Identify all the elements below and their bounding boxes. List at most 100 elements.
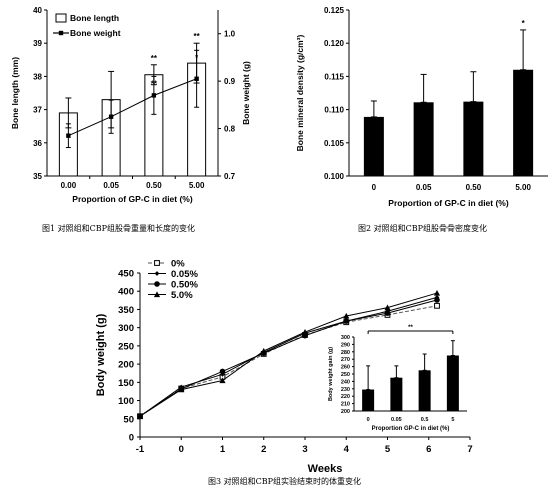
fig1-point-bone-weight	[66, 133, 71, 138]
fig1-y-tick-label: 36	[33, 139, 42, 148]
fig3-y-tick-label: 0	[129, 433, 134, 444]
fig1-y-axis-title: Bone length (mm)	[10, 57, 20, 129]
fig2-y-tick-label: 0.115	[324, 72, 344, 81]
fig3-point-series	[219, 368, 226, 375]
fig3-y-tick-label: 250	[118, 341, 134, 352]
figure1-caption: 图1 对照组和CBP组股骨重量和长度的变化	[42, 224, 196, 233]
fig3-legend-label: 0%	[171, 259, 185, 270]
fig3-y-axis-title: Body weight (g)	[95, 313, 107, 396]
inset-y-tick-label: 230	[341, 387, 350, 393]
inset-y-axis-title: Body weight gain (g)	[328, 347, 334, 401]
fig3-y-tick-label: 400	[118, 287, 134, 298]
fig3-point-series	[434, 302, 440, 309]
fig1-bar-significance: **	[151, 54, 158, 63]
fig1-y-tick-label: 38	[33, 72, 42, 81]
fig3-point-series	[136, 413, 144, 419]
fig3-x-tick-label: -1	[136, 444, 145, 455]
fig1-y2-axis-title: Bone weight (g)	[241, 61, 251, 125]
fig1-y-tick-label: 39	[33, 39, 42, 48]
fig3-x-tick-label: 1	[220, 444, 226, 455]
inset-bar-weight-gain	[446, 355, 459, 411]
fig2-y-tick-label: 0.105	[324, 139, 345, 148]
fig1-y-tick-label: 37	[33, 106, 42, 115]
fig3-y-tick-label: 350	[118, 305, 134, 316]
fig2-x-tick-label: 0.50	[466, 183, 482, 192]
fig3-legend-swatch-marker	[154, 271, 160, 276]
fig1-x-axis-title: Proportion of GP-C in diet (%)	[72, 194, 193, 204]
inset-y-tick-label: 300	[341, 335, 350, 341]
fig3-x-tick-label: 0	[179, 444, 184, 455]
fig3-y-tick-label: 50	[123, 414, 134, 425]
inset-x-tick-label: 0.05	[391, 417, 402, 423]
fig2-bar-significance: *	[522, 19, 526, 28]
fig3-line-series	[139, 296, 438, 417]
fig3-point-series	[219, 377, 226, 384]
fig1-legend-label-length: Bone length	[70, 13, 119, 23]
inset-y-tick-label: 220	[341, 394, 350, 400]
figure3-caption: 图3 对照组和CBP组实验结束时的体重变化	[208, 477, 362, 486]
inset-bar-weight-gain	[362, 389, 375, 411]
inset-y-tick-label: 210	[341, 402, 350, 408]
fig2-x-tick-label: 0	[372, 183, 377, 192]
fig3-point-series	[301, 328, 309, 335]
fig1-x-tick-label: 0.00	[61, 181, 77, 190]
figure2-caption: 图2 对照组和CBP组股骨骨密度变化	[358, 224, 488, 233]
fig3-legend-label: 0.50%	[171, 280, 198, 291]
fig3-point-series	[220, 371, 225, 377]
fig1-y2-tick-label: 0.9	[224, 77, 236, 86]
fig3-x-tick-label: 6	[426, 444, 431, 455]
fig1-legend-swatch-marker	[58, 30, 64, 36]
fig2-y-tick-label: 0.120	[324, 39, 345, 48]
inset-y-tick-label: 270	[341, 357, 350, 363]
inset-x-tick-label: 5	[451, 417, 454, 423]
fig2-bar-density	[363, 116, 384, 176]
fig1-line-significance: **	[151, 79, 158, 88]
fig3-legend-label: 0.05%	[171, 269, 198, 280]
fig1-point-bone-weight	[151, 93, 157, 98]
fig2-y-tick-label: 0.100	[324, 172, 345, 181]
inset-y-tick-label: 240	[341, 379, 350, 385]
fig3-point-series	[384, 310, 391, 316]
fig3-y-tick-label: 300	[118, 323, 134, 334]
fig1-y2-tick-label: 0.8	[224, 125, 236, 134]
fig2-x-tick-label: 0.05	[416, 183, 432, 192]
fig1-x-tick-label: 5.00	[189, 181, 205, 190]
inset-y-tick-label: 280	[341, 350, 350, 356]
fig1-legend-label-weight: Bone weight	[70, 28, 121, 38]
inset-x-tick-label: 0.5	[421, 417, 429, 423]
fig3-y-tick-label: 200	[118, 360, 134, 371]
fig3-line-series	[139, 299, 438, 417]
fig3-legend-swatch-marker	[153, 291, 161, 298]
fig3-point-series	[260, 347, 267, 354]
fig3-point-series	[434, 297, 440, 303]
fig3-point-series	[343, 318, 350, 324]
fig3-y-tick-label: 150	[118, 378, 134, 389]
fig3-line-series	[139, 292, 438, 417]
inset-y-tick-label: 200	[341, 409, 350, 415]
fig3-legend-swatch-marker	[154, 281, 160, 287]
fig1-line-significance: *	[195, 53, 199, 62]
fig2-y-axis-title: Bone mineral density (g/cm³)	[295, 35, 305, 152]
inset-bar-weight-gain	[418, 370, 431, 411]
fig2-x-axis-title: Proportion of GP-C in diet (%)	[388, 198, 509, 208]
fig1-point-bone-weight	[194, 76, 199, 81]
fig3-y-tick-label: 450	[118, 269, 134, 280]
fig3-x-tick-label: 5	[385, 444, 391, 455]
fig3-point-series	[178, 386, 185, 393]
fig2-y-tick-label: 0.110	[324, 106, 344, 115]
inset-significance-mark: **	[408, 325, 413, 331]
fig2-bar-density	[413, 102, 434, 176]
fig3-x-tick-label: 4	[344, 444, 350, 455]
fig2-bar-density	[513, 69, 534, 176]
inset-y-tick-label: 260	[341, 365, 350, 371]
fig1-legend-swatch-bar	[55, 13, 67, 23]
fig1-x-tick-label: 0.50	[146, 181, 162, 190]
fig3-legend-swatch-marker	[154, 260, 160, 266]
inset-y-tick-label: 290	[341, 342, 350, 348]
fig3-point-series	[433, 289, 441, 296]
fig1-bar-significance: **	[194, 32, 201, 41]
fig3-y-tick-label: 100	[118, 396, 134, 407]
fig1-y-tick-label: 40	[33, 6, 42, 15]
fig3-x-axis-title: Weeks	[308, 463, 343, 475]
